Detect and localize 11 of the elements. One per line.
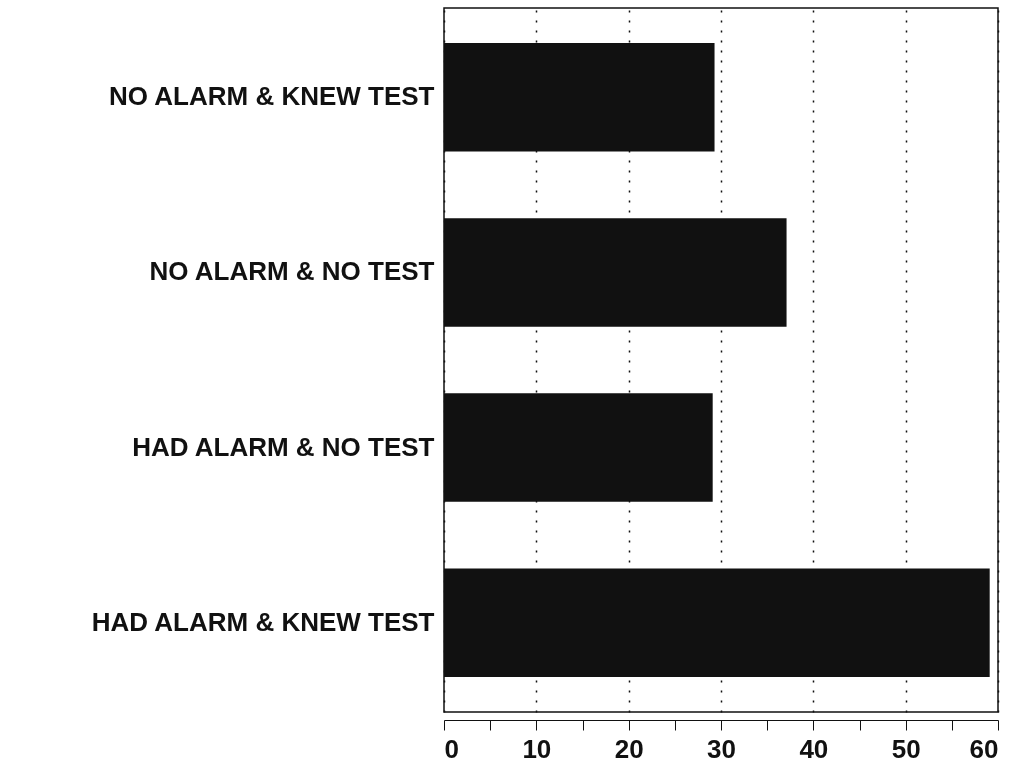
x-tick-label: 40 — [799, 733, 829, 764]
x-tick-label: 0 — [444, 733, 459, 764]
x-tick-label: 50 — [891, 733, 921, 764]
x-tick-label: 20 — [614, 733, 644, 764]
x-tick-label: 60 — [969, 733, 999, 764]
y-tick-label: NO ALARM & NO TEST — [149, 256, 435, 287]
x-tick-label: 30 — [707, 733, 736, 764]
y-tick-label: HAD ALARM & NO TEST — [132, 431, 435, 462]
y-tick-label: NO ALARM & KNEW TEST — [109, 81, 435, 112]
y-tick-label: HAD ALARM & KNEW TEST — [91, 606, 435, 637]
x-tick-label: 10 — [522, 733, 552, 764]
